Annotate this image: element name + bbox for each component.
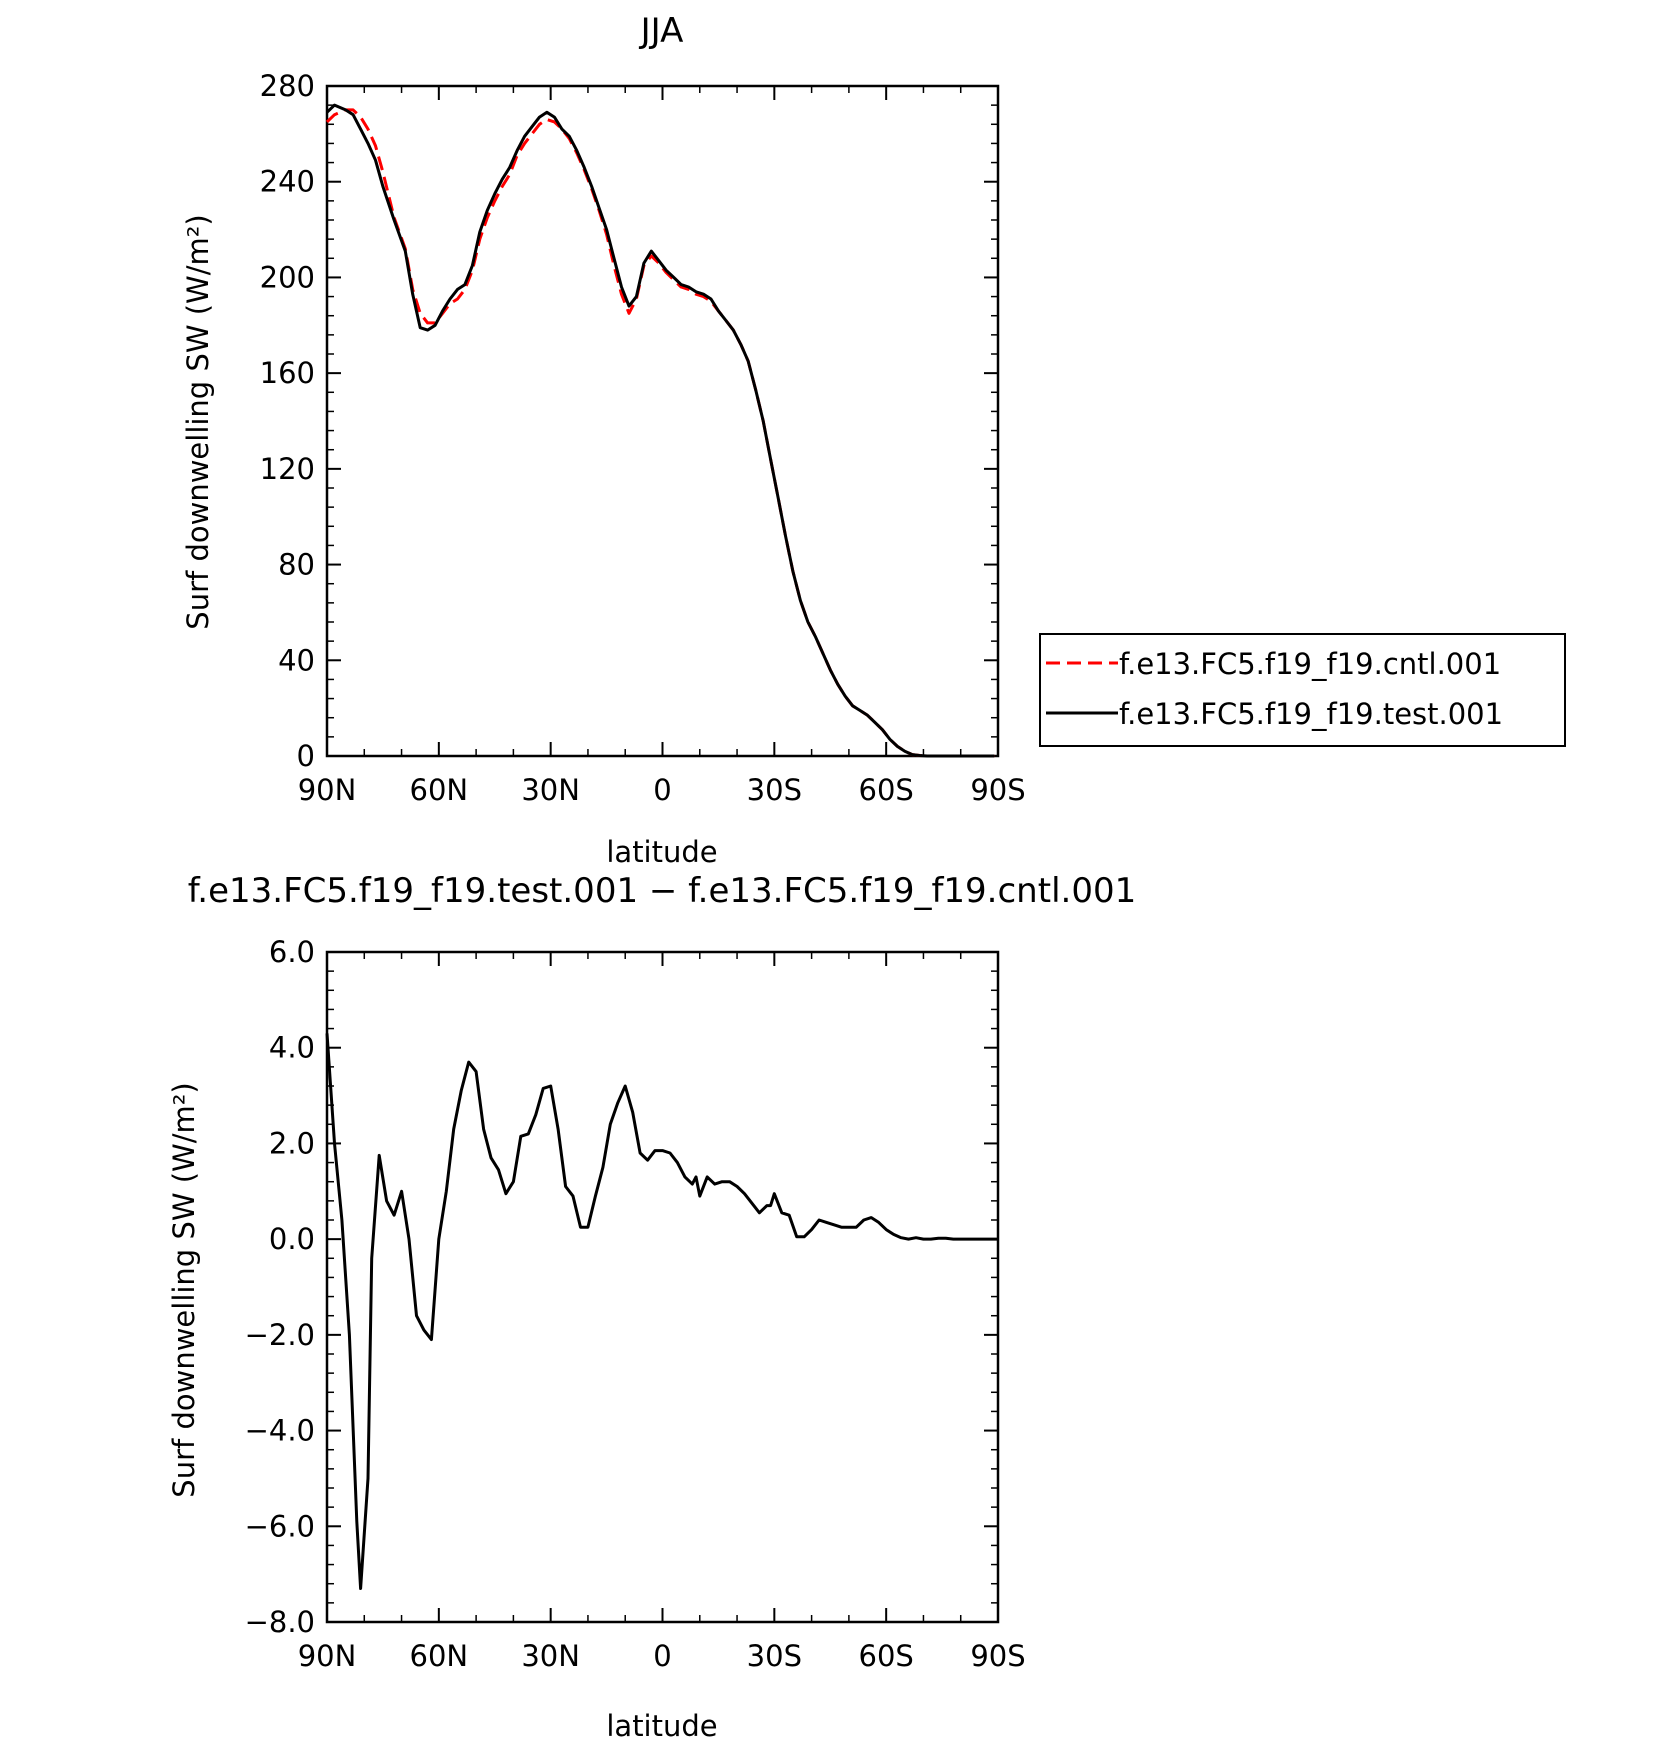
- top-chart-xtick-label: 30N: [521, 773, 580, 807]
- top-chart-plot-frame: [325, 84, 1000, 758]
- bottom-chart-ytick-label: −6.0: [245, 1509, 315, 1543]
- bottom-chart-xtick-label: 60S: [859, 1639, 914, 1673]
- bottom-chart-title: f.e13.FC5.f19_f19.test.001 − f.e13.FC5.f…: [188, 871, 1136, 911]
- top-chart-xtick-label: 30S: [747, 773, 802, 807]
- bottom-chart: f.e13.FC5.f19_f19.test.001 − f.e13.FC5.f…: [167, 871, 1136, 1743]
- bottom-chart-series: [325, 1033, 998, 1590]
- top-chart-ytick-label: 280: [260, 69, 315, 103]
- top-chart-ytick-label: 200: [260, 260, 315, 294]
- top-chart-xtick-label: 90N: [298, 773, 357, 807]
- top-chart-xtick-label: 60N: [410, 773, 469, 807]
- top-chart-ytick-label: 240: [260, 165, 315, 199]
- top-chart-ylabel: Surf downwelling SW (W/m²): [181, 214, 215, 629]
- bottom-chart-xtick-label: 90S: [970, 1639, 1025, 1673]
- top-chart-xlabel: latitude: [606, 835, 717, 869]
- top-chart: JJA 90N 60N 30N 0 30S 60S 90S 0 40 80 120 160 200 240…: [181, 11, 1566, 869]
- top-chart-ytick-label: 120: [260, 452, 315, 486]
- legend-label-test: f.e13.FC5.f19_f19.test.001: [1119, 697, 1503, 731]
- bottom-chart-xtick-label: 0: [653, 1639, 671, 1673]
- bottom-chart-xtick-label: 90N: [298, 1639, 357, 1673]
- top-chart-ytick-label: 0: [297, 739, 315, 773]
- top-chart-series: [325, 103, 995, 758]
- bottom-chart-ytick-label: 4.0: [269, 1031, 315, 1065]
- bottom-chart-series-0-line: [325, 1033, 998, 1590]
- legend-box: [1039, 633, 1566, 747]
- bottom-chart-ytick-label: 0.0: [269, 1222, 315, 1256]
- bottom-chart-xtick-label: 30N: [521, 1639, 580, 1673]
- top-chart-series-1-line: [325, 103, 995, 758]
- legend: f.e13.FC5.f19_f19.cntl.001 f.e13.FC5.f19…: [1039, 633, 1566, 747]
- legend-label-cntl: f.e13.FC5.f19_f19.cntl.001: [1119, 647, 1501, 681]
- top-chart-xtick-label: 90S: [970, 773, 1025, 807]
- bottom-chart-ytick-label: −2.0: [245, 1318, 315, 1352]
- bottom-chart-xlabel: latitude: [606, 1709, 717, 1743]
- top-chart-ytick-label: 160: [260, 356, 315, 390]
- bottom-chart-ytick-label: 6.0: [269, 935, 315, 969]
- top-chart-ytick-label: 40: [278, 643, 315, 677]
- bottom-chart-xtick-label: 60N: [410, 1639, 469, 1673]
- bottom-chart-plot-frame: [325, 950, 1000, 1624]
- bottom-chart-ylabel: Surf downwelling SW (W/m²): [167, 1082, 201, 1497]
- top-chart-series-0-line: [325, 108, 995, 758]
- bottom-chart-ytick-label: −4.0: [245, 1414, 315, 1448]
- top-chart-axes: 90N 60N 30N 0 30S 60S 90S 0 40 80 120 160 200 240 280: [260, 69, 1026, 807]
- bottom-chart-xtick-label: 30S: [747, 1639, 802, 1673]
- top-chart-xtick-label: 60S: [859, 773, 914, 807]
- top-chart-xtick-label: 0: [653, 773, 671, 807]
- bottom-chart-ytick-label: −8.0: [245, 1605, 315, 1639]
- top-chart-title: JJA: [639, 11, 684, 51]
- bottom-chart-ytick-label: 2.0: [269, 1126, 315, 1160]
- bottom-chart-axes: 90N 60N 30N 0 30S 60S 90S −8.0 −6.0 −4.0 −2.0 0.0 2.…: [245, 935, 1026, 1673]
- top-chart-ytick-label: 80: [278, 548, 315, 582]
